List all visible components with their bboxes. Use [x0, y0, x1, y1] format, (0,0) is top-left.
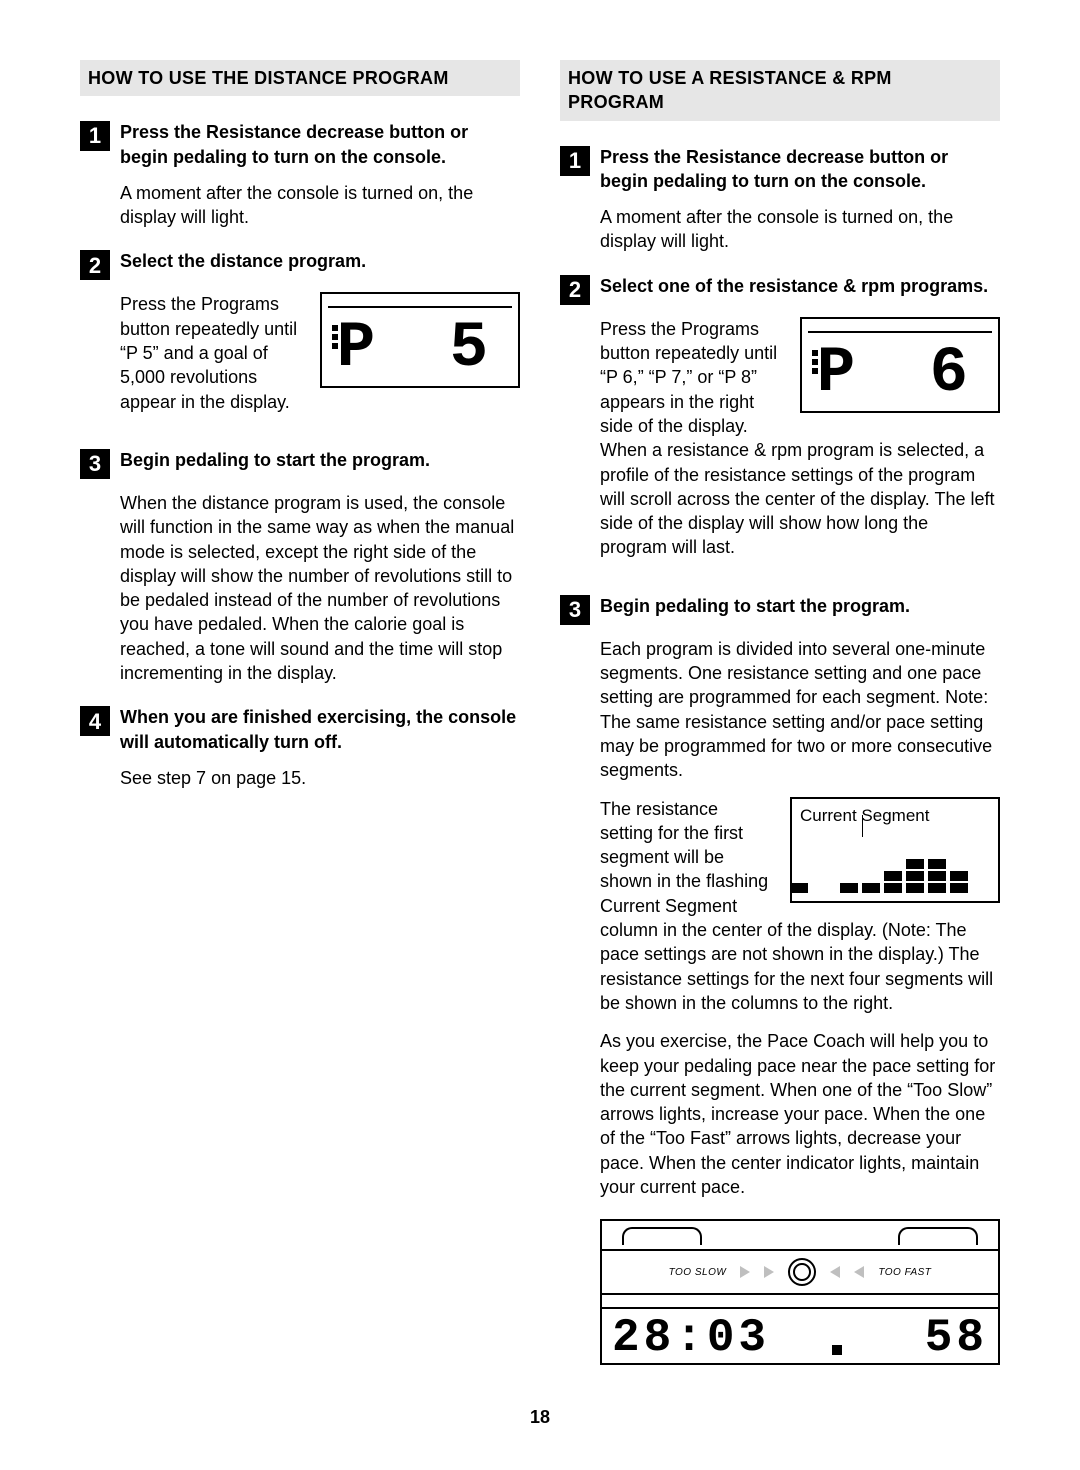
paragraph: See step 7 on page 15. — [120, 766, 520, 790]
step-title: Press the Resistance decrease button or … — [600, 145, 1000, 194]
lcd-figure-p6: P 6 — [800, 317, 1000, 413]
left-step-4: 4 When you are finished exercising, the … — [80, 705, 520, 754]
step-title: Press the Resistance decrease button or … — [120, 120, 520, 169]
step-title: Select one of the resistance & rpm progr… — [600, 274, 988, 298]
right-step-1: 1 Press the Resistance decrease button o… — [560, 145, 1000, 194]
too-slow-label: TOO SLOW — [669, 1266, 727, 1280]
segment-bar-chart — [800, 833, 990, 893]
too-slow-arrow-icon — [764, 1266, 774, 1278]
paragraph: A moment after the console is turned on,… — [600, 205, 1000, 254]
step-body: See step 7 on page 15. — [120, 766, 520, 790]
too-fast-label: TOO FAST — [878, 1266, 931, 1280]
figure-title: Current Segment — [800, 805, 990, 828]
pace-panel-tabs — [602, 1221, 998, 1251]
step-body: P 5 Press the Programs button repeatedly… — [120, 292, 520, 427]
right-step-3: 3 Begin pedaling to start the program. — [560, 594, 1000, 625]
step-number-badge: 1 — [560, 146, 590, 176]
too-fast-arrow-icon — [854, 1266, 864, 1278]
step-body: A moment after the console is turned on,… — [600, 205, 1000, 254]
paragraph: A moment after the console is turned on,… — [120, 181, 520, 230]
step-title: When you are finished exercising, the co… — [120, 705, 520, 754]
step-number-badge: 2 — [560, 275, 590, 305]
step-number-badge: 4 — [80, 706, 110, 736]
step-number-badge: 1 — [80, 121, 110, 151]
right-header: HOW TO USE A RESISTANCE & RPM PROGRAM — [560, 60, 1000, 121]
lcd-value: 58 — [925, 1309, 988, 1363]
lcd-decimal-icon — [832, 1345, 842, 1355]
step-body: When the distance program is used, the c… — [120, 491, 520, 685]
page-number: 18 — [80, 1405, 1000, 1429]
lcd-figure-p5: P 5 — [320, 292, 520, 388]
pace-indicator-row: TOO SLOW TOO FAST — [602, 1251, 998, 1295]
step-title: Begin pedaling to start the program. — [600, 594, 910, 618]
step-number-badge: 3 — [80, 449, 110, 479]
left-step-3: 3 Begin pedaling to start the program. — [80, 448, 520, 479]
right-step-2: 2 Select one of the resistance & rpm pro… — [560, 274, 1000, 305]
lcd-readout: P 5 — [337, 306, 506, 380]
left-header: HOW TO USE THE DISTANCE PROGRAM — [80, 60, 520, 96]
lcd-time: 28:03 — [612, 1309, 770, 1363]
too-slow-arrow-icon — [740, 1266, 750, 1278]
step-number-badge: 3 — [560, 595, 590, 625]
paragraph: Each program is divided into several one… — [600, 637, 1000, 783]
too-fast-arrow-icon — [830, 1266, 840, 1278]
left-step-2: 2 Select the distance program. — [80, 249, 520, 280]
left-step-1: 1 Press the Resistance decrease button o… — [80, 120, 520, 169]
paragraph: When the distance program is used, the c… — [120, 491, 520, 685]
step-body: Each program is divided into several one… — [600, 637, 1000, 1200]
paragraph: As you exercise, the Pace Coach will hel… — [600, 1029, 1000, 1199]
step-title: Select the distance program. — [120, 249, 366, 273]
pace-coach-panel: TOO SLOW TOO FAST 28:03 58 — [600, 1219, 1000, 1365]
left-column: HOW TO USE THE DISTANCE PROGRAM 1 Press … — [80, 60, 520, 1365]
right-column: HOW TO USE A RESISTANCE & RPM PROGRAM 1 … — [560, 60, 1000, 1365]
step-body: P 6 Press the Programs button repeatedly… — [600, 317, 1000, 574]
two-column-layout: HOW TO USE THE DISTANCE PROGRAM 1 Press … — [80, 60, 1000, 1365]
current-segment-figure: Current Segment — [790, 797, 1000, 904]
step-number-badge: 2 — [80, 250, 110, 280]
step-title: Begin pedaling to start the program. — [120, 448, 430, 472]
center-indicator-icon — [788, 1258, 816, 1286]
lcd-readout: P 6 — [817, 331, 986, 405]
step-body: A moment after the console is turned on,… — [120, 181, 520, 230]
pace-lcd-readout: 28:03 58 — [602, 1309, 998, 1363]
